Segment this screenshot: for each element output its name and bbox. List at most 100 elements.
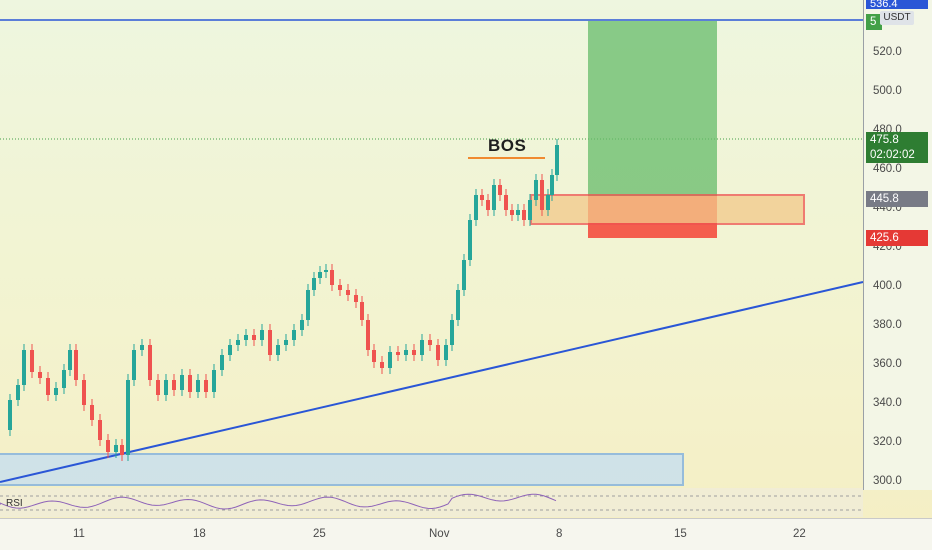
candle xyxy=(120,445,124,455)
candle xyxy=(388,352,392,368)
candle xyxy=(480,195,484,200)
price-tick: 460.0 xyxy=(873,163,902,175)
candle xyxy=(204,380,208,392)
countdown-tag: 02:02:02 xyxy=(866,147,928,163)
candle xyxy=(498,185,502,195)
candle xyxy=(284,340,288,345)
orderblock-zone xyxy=(531,195,804,224)
candle xyxy=(330,270,334,285)
candle xyxy=(456,290,460,320)
candle xyxy=(318,272,322,278)
candle xyxy=(528,200,532,220)
candle xyxy=(360,302,364,320)
candle xyxy=(436,345,440,360)
price-tick: 520.0 xyxy=(873,46,902,58)
candle xyxy=(555,145,559,175)
time-label: 11 xyxy=(73,528,85,540)
candle xyxy=(504,195,508,210)
candle xyxy=(252,335,256,340)
candle xyxy=(510,210,514,215)
candle xyxy=(98,420,102,440)
candle xyxy=(8,400,12,430)
candle xyxy=(140,345,144,350)
candle xyxy=(366,320,370,350)
price-tick: 340.0 xyxy=(873,397,902,409)
candle xyxy=(380,362,384,368)
candle xyxy=(300,320,304,330)
candle xyxy=(16,385,20,400)
candle xyxy=(396,352,400,355)
price-tick: 380.0 xyxy=(873,319,902,331)
candle xyxy=(550,175,554,195)
candle xyxy=(534,180,538,200)
entry-price-tag: 445.8 xyxy=(866,191,928,207)
candle xyxy=(428,340,432,345)
candle xyxy=(196,380,200,392)
candle xyxy=(546,195,550,210)
candle xyxy=(412,350,416,355)
candle xyxy=(164,380,168,395)
currency-badge[interactable]: USDT xyxy=(880,11,914,25)
candle xyxy=(420,340,424,355)
stop-price-tag: 425.6 xyxy=(866,230,928,246)
candle xyxy=(22,350,26,385)
candle xyxy=(486,200,490,210)
candle xyxy=(228,345,232,355)
candle xyxy=(172,380,176,390)
candle xyxy=(180,375,184,390)
candle xyxy=(156,380,160,395)
candle xyxy=(148,345,152,380)
candle xyxy=(444,345,448,360)
price-tick: 500.0 xyxy=(873,85,902,97)
candle xyxy=(404,350,408,355)
candle xyxy=(30,350,34,372)
candle xyxy=(132,350,136,380)
candle xyxy=(462,260,466,290)
price-tick: 320.0 xyxy=(873,436,902,448)
candle xyxy=(106,440,110,452)
candle xyxy=(312,278,316,290)
time-label: 25 xyxy=(313,528,326,540)
time-label: Nov xyxy=(429,528,449,540)
top-price-tag: 536.4 xyxy=(866,0,928,9)
candle xyxy=(188,375,192,392)
candle xyxy=(68,350,72,370)
candle xyxy=(276,345,280,355)
candle xyxy=(324,270,328,272)
candle xyxy=(522,210,526,220)
candle xyxy=(114,445,118,452)
candle xyxy=(220,355,224,370)
candle xyxy=(126,380,130,455)
candle xyxy=(38,372,42,378)
price-tick: 400.0 xyxy=(873,280,902,292)
target-zone xyxy=(588,21,717,196)
candle xyxy=(244,335,248,340)
candle xyxy=(492,185,496,210)
candle xyxy=(82,380,86,405)
candle xyxy=(74,350,78,380)
candle xyxy=(260,330,264,340)
candle xyxy=(338,285,342,290)
candle xyxy=(54,388,58,395)
time-label: 8 xyxy=(556,528,562,540)
bos-annotation: BOS xyxy=(488,136,526,156)
candle xyxy=(62,370,66,388)
candle xyxy=(540,180,544,210)
time-label: 18 xyxy=(193,528,206,540)
candle xyxy=(46,378,50,395)
candle xyxy=(306,290,310,320)
candle xyxy=(346,290,350,295)
candle xyxy=(474,195,478,220)
candle xyxy=(90,405,94,420)
time-label: 15 xyxy=(674,528,687,540)
price-tick: 360.0 xyxy=(873,358,902,370)
candle xyxy=(354,295,358,302)
candle xyxy=(450,320,454,345)
current-price-tag: 475.8 xyxy=(866,132,928,148)
candle xyxy=(516,210,520,215)
price-tick: 300.0 xyxy=(873,475,902,487)
rsi-label: RSI xyxy=(6,498,23,509)
candle xyxy=(268,330,272,355)
